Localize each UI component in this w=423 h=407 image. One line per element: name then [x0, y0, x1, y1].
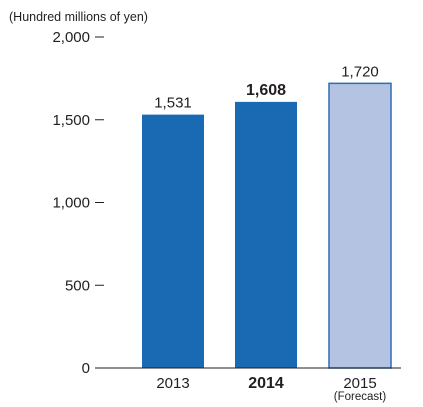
x-tick-label: 2015: [343, 375, 376, 392]
y-tick-label: 1,000: [52, 195, 90, 212]
y-tick-label: 1,500: [52, 112, 90, 129]
value-label: 1,531: [154, 95, 192, 112]
bar-2013: [142, 114, 204, 368]
bar-2014: [235, 101, 297, 368]
x-axis: 2013 2014 2015(Forecast): [95, 367, 401, 403]
value-label: 1,720: [341, 63, 379, 80]
y-tick-label: 0: [82, 360, 90, 377]
x-tick-label: 2013: [156, 375, 189, 392]
x-tick-sublabel: (Forecast): [334, 391, 387, 403]
value-label: 1,608: [246, 82, 286, 99]
unit-label: (Hundred millions of yen): [9, 10, 148, 24]
x-tick-label: 2014: [248, 375, 284, 392]
y-tick-label: 500: [65, 277, 90, 294]
bar-2015: [328, 82, 392, 369]
y-axis: 0 500 1,000 1,500 2,000: [52, 29, 104, 377]
y-tick-label: 2,000: [52, 29, 90, 46]
bars: 1,531 1,608 1,720: [142, 63, 392, 369]
